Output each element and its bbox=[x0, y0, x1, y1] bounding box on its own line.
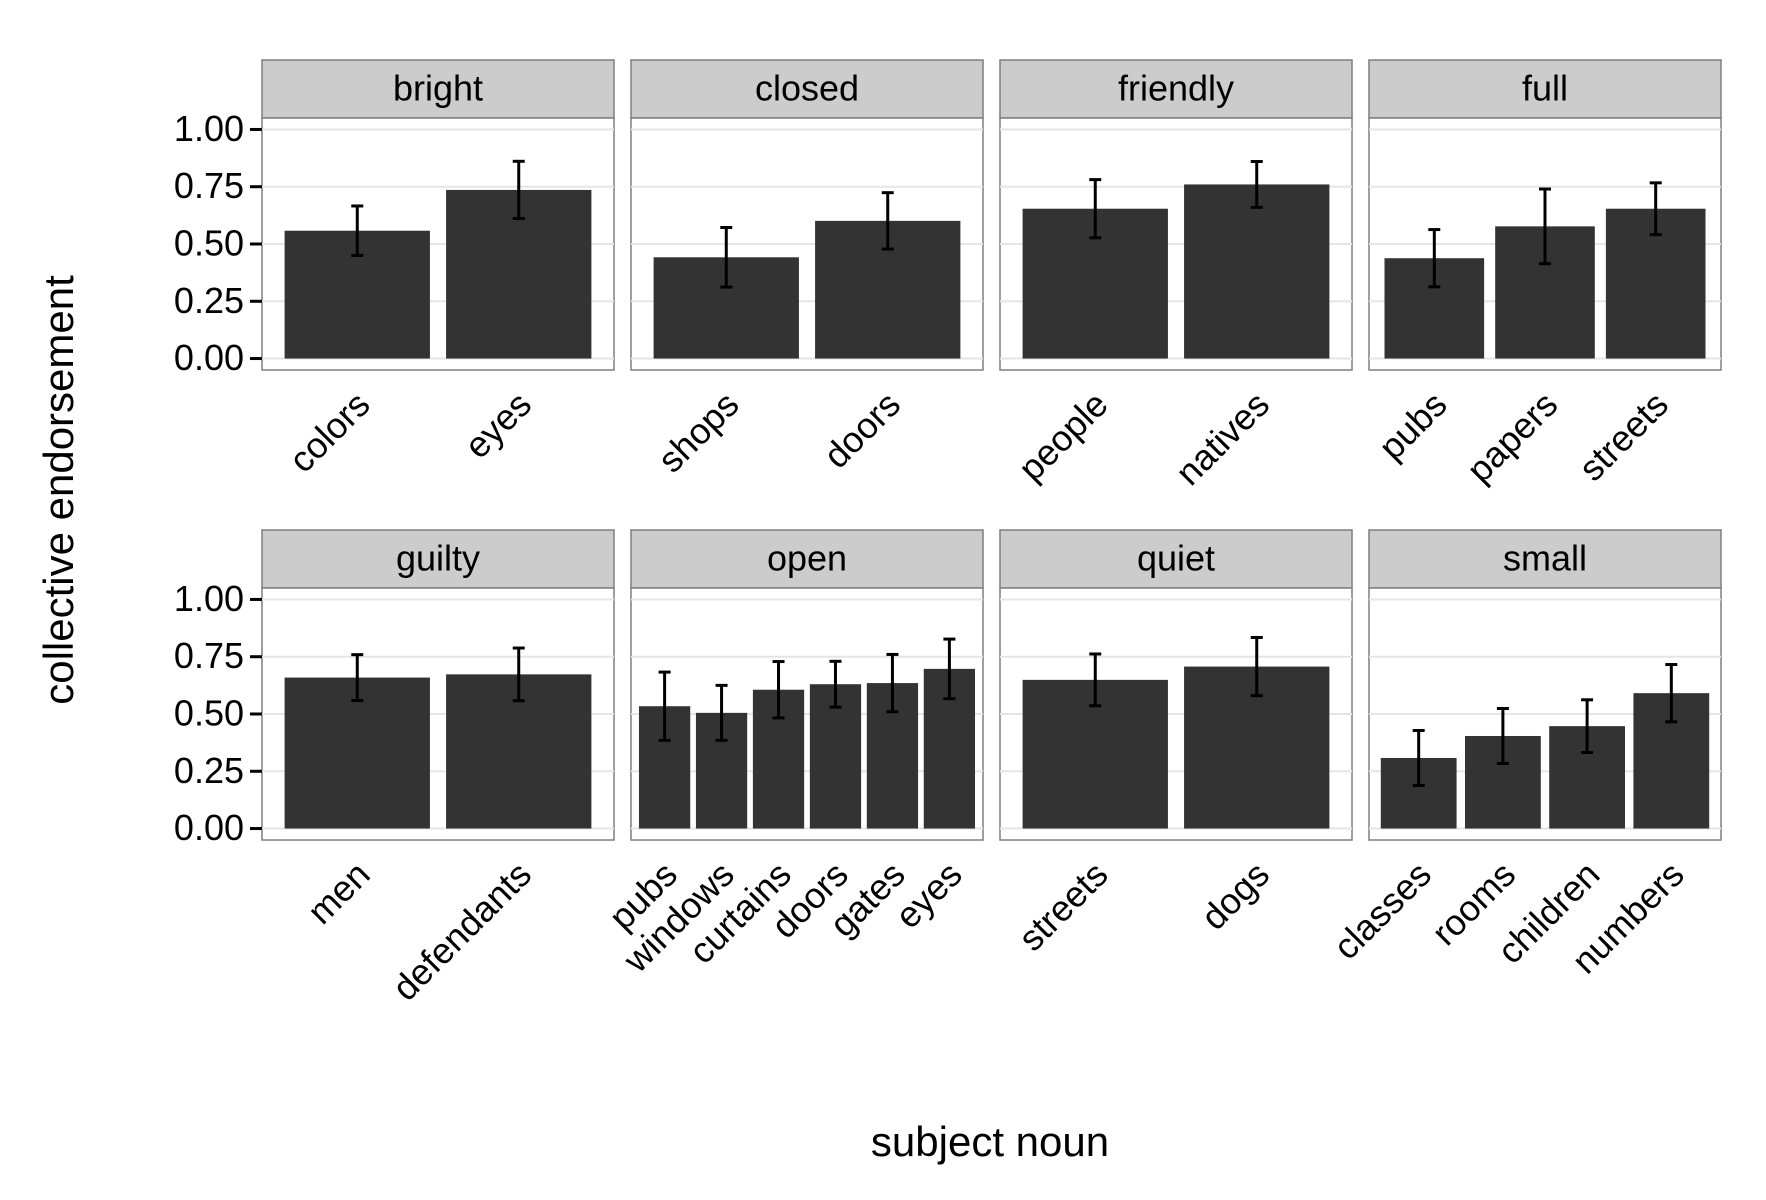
error-bar bbox=[512, 159, 525, 221]
error-bar bbox=[720, 226, 733, 289]
y-tick-label: 0.00 bbox=[174, 337, 244, 378]
error-bar bbox=[351, 653, 364, 702]
error-bar bbox=[1250, 635, 1263, 698]
strip bbox=[630, 59, 984, 119]
x-tick-label: papers bbox=[1459, 383, 1566, 490]
x-tick-label: streets bbox=[1010, 853, 1115, 958]
strip-label: guilty bbox=[396, 538, 480, 579]
strip-label: friendly bbox=[1118, 68, 1234, 109]
strip-label: small bbox=[1503, 538, 1587, 579]
x-tick-label: pubs bbox=[1370, 383, 1454, 467]
error-bar bbox=[1581, 698, 1594, 754]
x-tick-label: defendants bbox=[384, 853, 539, 1008]
strip-label: open bbox=[767, 538, 847, 579]
error-bar bbox=[512, 646, 525, 703]
x-tick-label: classes bbox=[1325, 853, 1439, 967]
strip bbox=[630, 529, 984, 589]
y-tick-label: 0.25 bbox=[174, 750, 244, 791]
y-tick-label: 0.00 bbox=[174, 807, 244, 848]
error-bar bbox=[351, 204, 364, 257]
x-tick-label: doors bbox=[815, 383, 908, 476]
strip bbox=[999, 59, 1353, 119]
strip bbox=[1368, 529, 1722, 589]
strip-label: bright bbox=[393, 68, 483, 109]
strip-label: closed bbox=[755, 68, 859, 109]
error-bar bbox=[1412, 728, 1425, 787]
bar bbox=[1184, 184, 1330, 359]
x-tick-label: men bbox=[299, 853, 378, 932]
y-tick-label: 0.75 bbox=[174, 635, 244, 676]
x-tick-label: natives bbox=[1167, 383, 1277, 493]
strip bbox=[999, 529, 1353, 589]
error-bar bbox=[715, 683, 728, 742]
y-tick-label: 0.50 bbox=[174, 693, 244, 734]
strip-label: quiet bbox=[1137, 538, 1215, 579]
y-tick-label: 1.00 bbox=[174, 578, 244, 619]
error-bar bbox=[1089, 178, 1102, 240]
y-axis-title: collective endorsement bbox=[35, 275, 82, 705]
y-tick-label: 0.75 bbox=[174, 165, 244, 206]
y-tick-label: 1.00 bbox=[174, 108, 244, 149]
error-bar bbox=[1665, 663, 1678, 724]
error-bar bbox=[1250, 160, 1263, 209]
error-bar bbox=[772, 660, 785, 720]
error-bar bbox=[1496, 707, 1509, 765]
error-bar bbox=[829, 659, 842, 709]
strip bbox=[1368, 59, 1722, 119]
x-tick-label: eyes bbox=[456, 383, 539, 466]
x-tick-label: shops bbox=[650, 383, 747, 480]
error-bar bbox=[881, 191, 894, 251]
x-tick-label: colors bbox=[281, 383, 378, 480]
strip bbox=[261, 59, 615, 119]
x-axis-title: subject noun bbox=[871, 1118, 1109, 1165]
error-bar bbox=[1089, 652, 1102, 708]
strip-label: full bbox=[1522, 68, 1568, 109]
error-bar bbox=[1539, 187, 1551, 266]
x-tick-label: people bbox=[1010, 383, 1115, 488]
strip bbox=[261, 529, 615, 589]
y-tick-label: 0.25 bbox=[174, 280, 244, 321]
x-tick-label: dogs bbox=[1193, 853, 1277, 937]
error-bar bbox=[1428, 228, 1441, 289]
y-tick-label: 0.50 bbox=[174, 223, 244, 264]
error-bar bbox=[1649, 181, 1662, 237]
error-bar bbox=[886, 652, 899, 714]
error-bar bbox=[658, 670, 671, 742]
x-tick-label: eyes bbox=[887, 853, 970, 936]
error-bar bbox=[943, 637, 956, 701]
bar bbox=[284, 677, 430, 829]
x-tick-label: streets bbox=[1571, 383, 1676, 488]
